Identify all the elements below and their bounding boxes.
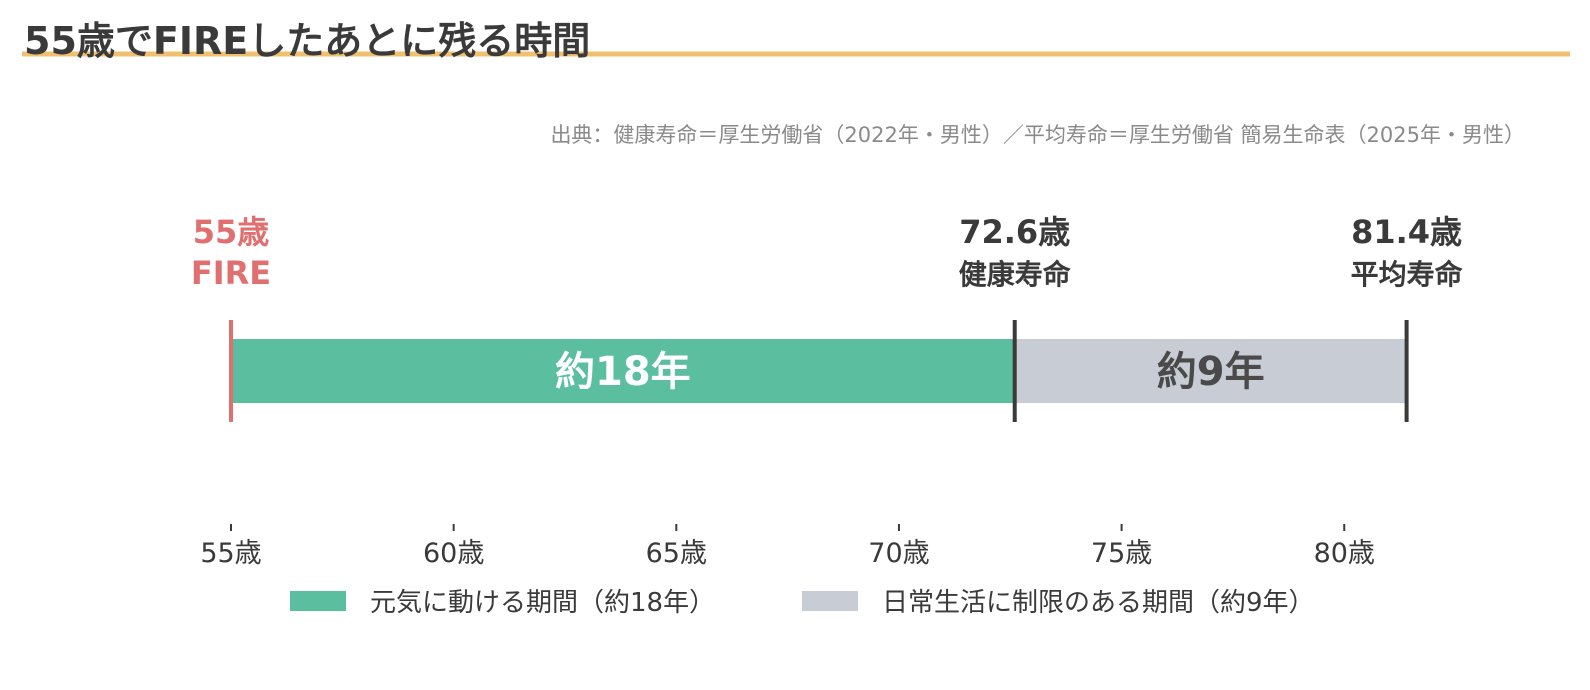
- chart-title: 55歳でFIREしたあとに残る時間: [24, 19, 590, 63]
- marker-value-label-2: 81.4歳: [1351, 213, 1462, 251]
- legend-label-1: 日常生活に制限のある期間（約9年）: [882, 588, 1315, 618]
- x-tick-label-2: 65歳: [646, 538, 707, 569]
- legend-label-0: 元気に動ける期間（約18年）: [370, 588, 715, 618]
- segment-bar-1: [1014, 339, 1407, 403]
- legend-swatch-1: [802, 591, 858, 611]
- x-tick-label-4: 75歳: [1091, 538, 1152, 569]
- x-tick-label-1: 60歳: [423, 538, 484, 569]
- legend: 元気に動ける期間（約18年） 日常生活に制限のある期間（約9年）: [290, 588, 1315, 618]
- segment-bar-0: [231, 339, 1015, 403]
- marker-value-label-0: 55歳: [193, 213, 270, 251]
- source-note: 出典：健康寿命＝厚生労働省（2022年・男性）／平均寿命＝厚生労働省 簡易生命表…: [550, 123, 1525, 147]
- x-tick-label-5: 80歳: [1314, 538, 1375, 569]
- x-tick-label-0: 55歳: [200, 538, 261, 569]
- segment-label-1: 約9年: [1157, 349, 1265, 395]
- x-tick-label-3: 70歳: [868, 538, 929, 569]
- segment-label-0: 約18年: [555, 349, 691, 395]
- legend-swatch-0: [290, 591, 346, 611]
- marker-name-label-1: 健康寿命: [959, 258, 1072, 291]
- marker-name-label-0: FIRE: [191, 254, 271, 292]
- marker-value-label-1: 72.6歳: [959, 213, 1070, 251]
- segments-group: 約18年 約9年: [231, 339, 1407, 403]
- marker-name-label-2: 平均寿命: [1351, 258, 1464, 291]
- x-axis: 55歳 60歳 65歳 70歳 75歳 80歳: [200, 524, 1375, 569]
